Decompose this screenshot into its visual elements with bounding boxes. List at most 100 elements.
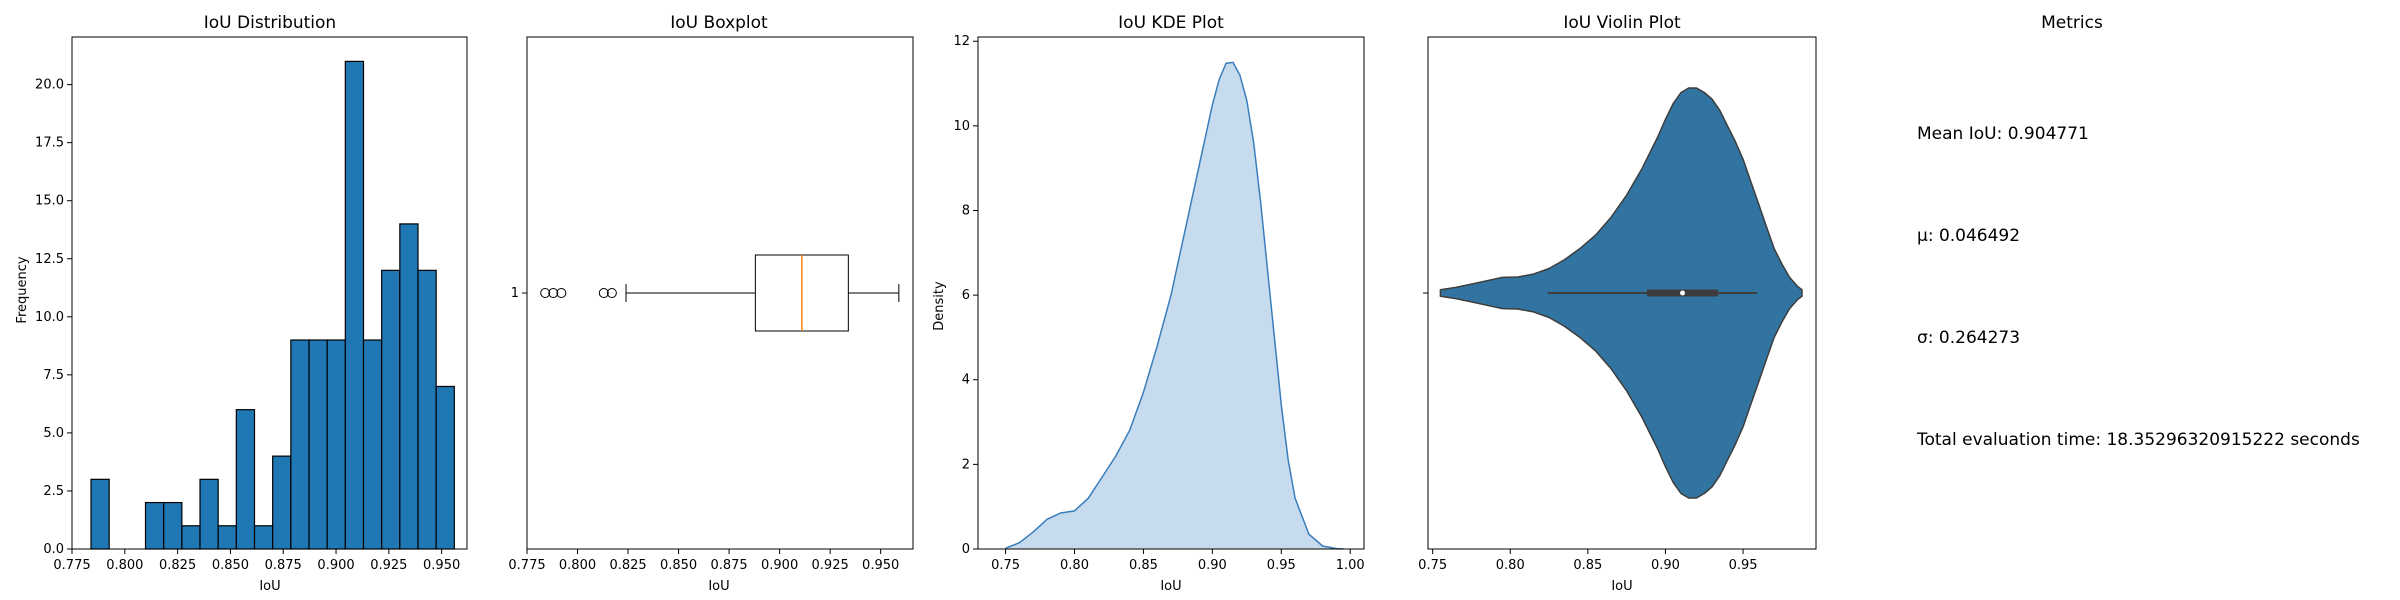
violin-ticks: 0.75 0.80 0.85 0.90 0.95 [1418,292,1758,573]
metric-total-time: Total evaluation time: 18.35296320915222… [1916,430,2360,450]
boxplot-panel: IoU Boxplot IoU 0.775 0.800 0.825 0.850 0.87… [508,13,914,594]
histogram-xtick-label: 0.775 [53,558,90,573]
kde-area [1005,61,1344,550]
boxplot-box [540,254,900,332]
kde-xtick-label: 0.75 [991,558,1020,573]
kde-ytick-label: 6 [962,288,970,303]
histogram-bar [163,501,183,550]
kde-ylabel: Density [932,281,947,331]
kde-ytick-label: 0 [962,542,970,557]
boxplot-xtick-label: 0.875 [710,558,747,573]
boxplot-outlier [606,288,617,298]
kde-fill [1005,62,1344,550]
histogram-bar [362,339,383,550]
histogram-ytick-label: 20.0 [35,78,64,93]
violin-body [1439,87,1803,499]
violin-xtick-label: 0.90 [1651,558,1680,573]
boxplot-outlier [556,288,567,298]
histogram-xlabel: IoU [259,579,280,594]
kde-ytick-label: 12 [953,34,970,49]
violin-xtick-label: 0.95 [1729,558,1758,573]
violin-xtick-label: 0.80 [1496,558,1525,573]
violin-xlabel: IoU [1611,579,1632,594]
boxplot-xtick-label: 0.900 [761,558,798,573]
boxplot-xtick-label: 0.775 [508,558,545,573]
kde-title: IoU KDE Plot [1118,13,1224,33]
histogram-ytick-label: 17.5 [35,136,64,151]
kde-xtick-label: 1.00 [1336,558,1365,573]
histogram-xtick-label: 0.800 [106,558,143,573]
histogram-bars [90,60,455,550]
kde-ytick-label: 10 [953,119,970,134]
histogram-xtick-label: 0.825 [159,558,196,573]
violin-median [1680,290,1686,296]
kde-line [1005,61,1344,550]
kde-frame [977,36,1365,550]
histogram-frame [71,36,468,550]
histogram-ytick-label: 12.5 [35,252,64,267]
boxplot-outlier [548,288,559,298]
kde-ytick-label: 4 [962,373,970,388]
boxplot-category-label: 1 [511,286,519,301]
kde-xtick-label: 0.90 [1198,558,1227,573]
histogram-ytick-label: 10.0 [35,310,64,325]
kde-ticks: 0.75 0.80 0.85 0.90 0.95 1.00 0 2 4 6 8 10 12 [953,34,1364,573]
violin-xtick-label: 0.75 [1418,558,1447,573]
histogram-bar [435,385,455,550]
violin-xtick-label: 0.85 [1573,558,1602,573]
metric-sigma: σ: 0.264273 [1917,328,2020,348]
violin-title: IoU Violin Plot [1563,13,1681,33]
kde-xtick-label: 0.80 [1060,558,1089,573]
histogram-bar [253,525,274,550]
kde-panel: IoU KDE Plot IoU Density 0.75 0.80 0.85 0.9… [932,13,1365,594]
boxplot-xtick-label: 0.850 [660,558,697,573]
histogram-xtick-label: 0.950 [423,558,460,573]
kde-xtick-label: 0.85 [1129,558,1158,573]
histogram-xtick-label: 0.900 [317,558,354,573]
boxplot-xtick-label: 0.800 [559,558,596,573]
histogram-ytick-label: 0.0 [43,542,64,557]
kde-xlabel: IoU [1160,579,1181,594]
boxplot-outlier [540,288,551,298]
histogram-bar [308,339,328,550]
boxplot-xtick-label: 0.950 [862,558,899,573]
boxplot-ticks: 0.775 0.800 0.825 0.850 0.875 0.900 0.925 0.950… [508,286,899,573]
boxplot-title: IoU Boxplot [670,13,768,33]
histogram-bar [181,525,201,550]
histogram-bar [144,501,165,550]
kde-ytick-label: 8 [962,203,970,218]
histogram-bar [217,525,237,550]
histogram-bar [90,478,110,550]
histogram-bar [272,455,292,550]
metrics-title: Metrics [2041,13,2103,33]
histogram-ticks: 0.775 0.800 0.825 0.850 0.875 0.900 0.925 0.950… [35,78,460,573]
boxplot-outlier [598,288,609,298]
histogram-ytick-label: 7.5 [43,368,64,383]
histogram-bar [381,269,401,550]
histogram-ylabel: Frequency [15,256,30,323]
histogram-bar [199,478,219,550]
histogram-ytick-label: 2.5 [43,484,64,499]
histogram-panel: IoU Distribution IoU Frequency 0.775 0.80… [15,13,468,594]
violin-frame [1427,36,1817,550]
histogram-bar [399,223,419,550]
histogram-xtick-label: 0.875 [265,558,302,573]
boxplot-xtick-label: 0.925 [812,558,849,573]
violin-panel: IoU Violin Plot IoU 0.75 0.80 0.85 0.90 0.95 [1418,13,1817,594]
metrics-panel: Metrics Mean IoU: 0.904771 μ: 0.046492 σ… [1916,13,2360,450]
histogram-xtick-label: 0.925 [370,558,407,573]
metric-mean-iou: Mean IoU: 0.904771 [1917,124,2089,144]
histogram-title: IoU Distribution [204,13,336,33]
histogram-bar [417,269,437,550]
metric-mu: μ: 0.046492 [1917,226,2020,246]
boxplot-frame [526,36,914,550]
histogram-xtick-label: 0.850 [212,558,249,573]
histogram-ytick-label: 5.0 [43,426,64,441]
boxplot-xtick-label: 0.825 [609,558,646,573]
kde-xtick-label: 0.95 [1267,558,1296,573]
kde-ytick-label: 2 [962,457,970,472]
histogram-bar [290,339,310,550]
histogram-bar [326,339,346,550]
histogram-bar [235,409,256,550]
